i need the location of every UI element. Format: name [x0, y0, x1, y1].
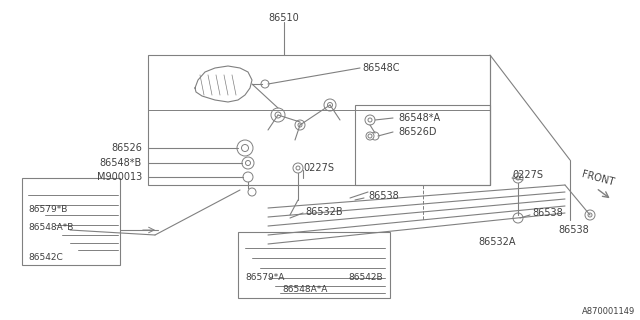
Text: 86526D: 86526D	[398, 127, 436, 137]
Text: 86542B: 86542B	[348, 274, 383, 283]
Text: 0227S: 0227S	[303, 163, 334, 173]
Circle shape	[243, 172, 253, 182]
Circle shape	[368, 134, 372, 138]
Text: 86548*B: 86548*B	[100, 158, 142, 168]
Circle shape	[237, 140, 253, 156]
Circle shape	[261, 80, 269, 88]
Bar	[22, 178, 120, 265]
Text: 86548C: 86548C	[362, 63, 399, 73]
Circle shape	[241, 145, 248, 151]
Text: 0227S: 0227S	[512, 170, 543, 180]
Text: 86548A*A: 86548A*A	[282, 285, 328, 294]
Circle shape	[271, 108, 285, 122]
Circle shape	[328, 102, 333, 108]
Text: 86579*B: 86579*B	[28, 205, 67, 214]
Text: FRONT: FRONT	[580, 169, 615, 187]
Circle shape	[585, 210, 595, 220]
Circle shape	[293, 163, 303, 173]
Bar	[238, 232, 390, 298]
Text: 86526: 86526	[111, 143, 142, 153]
Text: 86548*A: 86548*A	[398, 113, 440, 123]
Text: 86548A*B: 86548A*B	[28, 223, 74, 233]
Text: 86538: 86538	[558, 225, 589, 235]
Text: M900013: M900013	[97, 172, 142, 182]
Circle shape	[324, 99, 336, 111]
Circle shape	[275, 112, 281, 118]
Bar	[355, 105, 490, 185]
Text: 86532B: 86532B	[305, 207, 342, 217]
Circle shape	[513, 173, 523, 183]
Text: 86542C: 86542C	[28, 252, 63, 261]
Circle shape	[366, 132, 374, 140]
Circle shape	[295, 120, 305, 130]
Circle shape	[371, 132, 379, 140]
Text: 86532A: 86532A	[478, 237, 515, 247]
Circle shape	[368, 118, 372, 122]
Text: 86510: 86510	[269, 13, 300, 23]
Circle shape	[242, 157, 254, 169]
Text: 86538: 86538	[368, 191, 399, 201]
Circle shape	[588, 213, 592, 217]
Text: 86538: 86538	[532, 208, 563, 218]
Circle shape	[296, 166, 300, 170]
Circle shape	[248, 188, 256, 196]
Text: A870001149: A870001149	[582, 308, 635, 316]
Circle shape	[298, 123, 302, 127]
Circle shape	[246, 161, 250, 165]
Circle shape	[516, 176, 520, 180]
Circle shape	[513, 213, 523, 223]
Circle shape	[365, 115, 375, 125]
Bar	[148, 55, 490, 185]
Text: 86579*A: 86579*A	[245, 274, 284, 283]
